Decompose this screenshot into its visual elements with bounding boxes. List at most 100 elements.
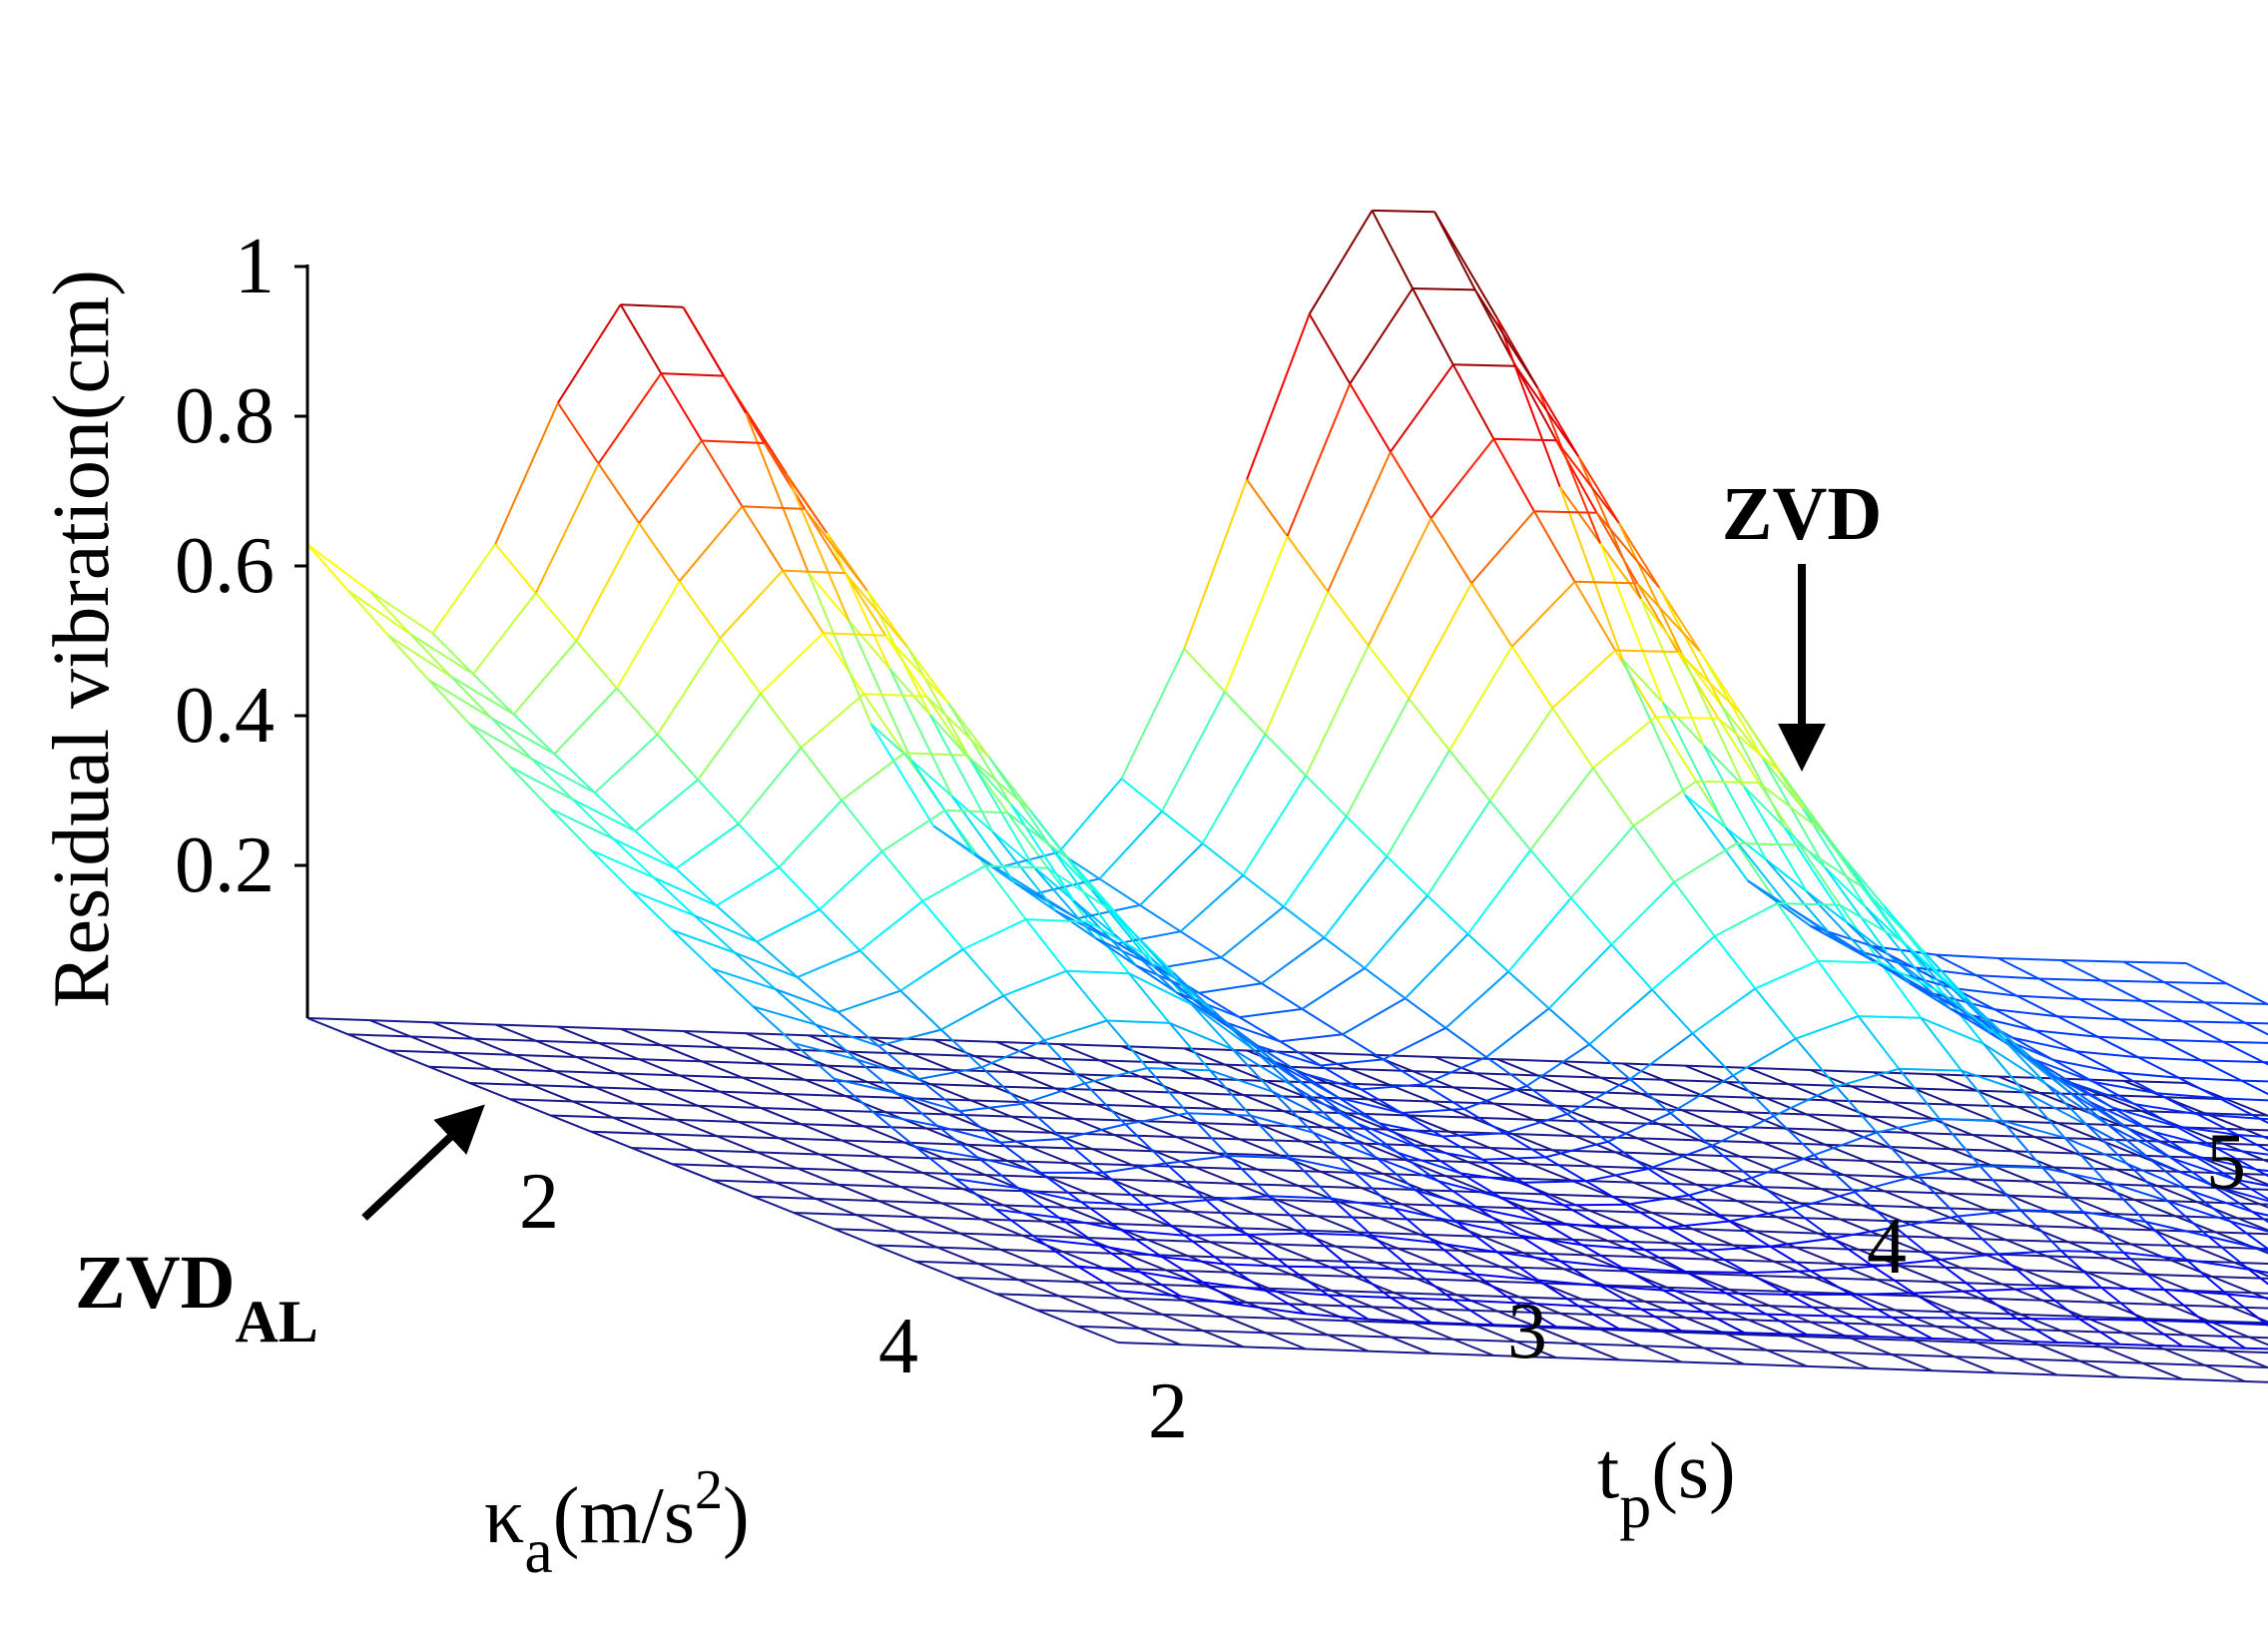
surface-mesh-line-t	[1983, 1042, 2047, 1086]
surface-mesh-line-t	[387, 634, 452, 678]
surface-mesh-line-k	[1478, 1208, 1520, 1237]
surface-mesh-line-t	[1744, 1332, 1808, 1337]
surface-mesh-line-t	[1766, 1313, 1830, 1318]
surface-mesh-line-t	[1426, 800, 1491, 896]
surface-mesh-line-k	[1180, 930, 1222, 959]
surface-mesh-line-t	[1309, 1232, 1373, 1237]
surface-mesh-line-k	[2240, 1079, 2268, 1096]
surface-mesh-line-k	[1728, 1220, 1771, 1248]
surface-mesh-line-k	[1872, 1265, 1915, 1295]
surface-mesh-line-k	[1290, 1157, 1333, 1200]
surface-mesh-line-t	[1703, 1311, 1767, 1316]
surface-mesh-line-t	[512, 640, 578, 716]
surface-mesh-line-k	[918, 1078, 960, 1112]
surface-mesh-line-t	[855, 1058, 919, 1080]
surface-mesh-line-t	[2045, 1083, 2110, 1127]
surface-mesh-line-t	[1946, 982, 2010, 1045]
surface-mesh-line-k	[631, 889, 674, 931]
surface-mesh-line-k	[1621, 659, 1664, 704]
surface-mesh-line-k	[2022, 1091, 2066, 1139]
surface-mesh-line-k	[1401, 1112, 1443, 1138]
flat-mesh-line-k	[469, 1082, 2268, 1147]
surface-mesh-line-t	[823, 632, 886, 637]
flat-mesh-line-t	[1935, 1073, 2268, 1209]
surface-mesh-line-k	[1507, 970, 1550, 1010]
surface-mesh-line-k	[921, 900, 964, 950]
surface-mesh-line-k	[1165, 1162, 1208, 1202]
surface-mesh-line-k	[936, 1125, 979, 1159]
surface-mesh-line-t	[921, 864, 986, 902]
surface-mesh-line-k	[741, 505, 784, 572]
surface-mesh-line-k	[2078, 998, 2121, 1021]
surface-mesh-line-k	[1791, 1208, 1834, 1240]
zvd-al-annotation-main: ZVD	[75, 1241, 235, 1325]
surface-mesh-line-t	[1161, 691, 1226, 813]
surface-mesh-line-k	[1080, 1201, 1123, 1232]
surface-mesh-line-k	[1979, 1165, 2021, 1211]
surface-mesh-line-k	[760, 693, 803, 749]
surface-mesh-line-t	[944, 809, 1008, 814]
surface-mesh-line-k	[1459, 1172, 1502, 1199]
surface-mesh-line-k	[2067, 1090, 2110, 1127]
surface-mesh-line-t	[738, 747, 803, 825]
surface-mesh-line-t	[1758, 782, 1823, 832]
surface-mesh-line-k	[2156, 1092, 2198, 1116]
surface-mesh-line-t	[2200, 1059, 2264, 1064]
surface-mesh-line-k	[2248, 1269, 2268, 1286]
surface-mesh-line-t	[1585, 1168, 1649, 1183]
surface-mesh-line-t	[1495, 317, 1561, 488]
surface-mesh-line-t	[1829, 1315, 1892, 1319]
surface-mesh-line-k	[2037, 977, 2080, 1000]
surface-mesh-line-k	[1854, 1191, 1897, 1229]
surface-mesh-line-k	[782, 570, 825, 634]
surface-mesh-line-t	[1228, 1155, 1292, 1160]
surface-mesh-line-k	[1662, 1289, 1705, 1314]
surface-mesh-line-k	[535, 592, 578, 642]
flat-mesh-line-k	[631, 1147, 2268, 1206]
surface-mesh-line-k	[1828, 1315, 1871, 1338]
surface-mesh-line-k	[1766, 1313, 1808, 1336]
surface-mesh-line-t	[1765, 858, 1830, 933]
surface-mesh-line-t	[1663, 1289, 1726, 1295]
y-axis-label-sup: 2	[695, 1459, 723, 1521]
surface-mesh-line-k	[1224, 691, 1267, 736]
surface-mesh-line-k	[671, 929, 714, 970]
surface-mesh-line-t	[1058, 1216, 1122, 1232]
surface-mesh-line-k	[969, 759, 1012, 806]
surface-mesh-line-k	[1357, 1122, 1399, 1154]
surface-mesh-line-t	[2060, 959, 2124, 963]
surface-mesh-line-k	[594, 792, 637, 832]
surface-mesh-line-k	[1408, 698, 1450, 752]
surface-mesh-line-t	[2237, 1134, 2268, 1139]
surface-mesh-line-t	[1391, 1297, 1453, 1302]
surface-mesh-line-t	[612, 837, 677, 870]
surface-mesh-line-t	[1640, 1308, 1704, 1314]
surface-mesh-line-t	[1783, 826, 1849, 924]
surface-mesh-line-t	[1452, 363, 1516, 367]
surface-mesh-line-k	[1050, 847, 1093, 891]
flat-mesh-line-t	[2060, 1077, 2268, 1163]
surface-mesh-line-k	[2152, 1130, 2195, 1157]
surface-mesh-line-k	[2104, 1180, 2147, 1223]
surface-mesh-line-t	[2104, 1180, 2169, 1203]
surface-mesh-line-k	[1239, 1016, 1281, 1043]
surface-mesh-line-k	[1065, 970, 1108, 1022]
surface-mesh-line-t	[2182, 1345, 2246, 1350]
surface-mesh-line-t	[1220, 905, 1285, 959]
surface-mesh-line-k	[1383, 1058, 1424, 1086]
surface-mesh-line-k	[1246, 1234, 1289, 1268]
surface-mesh-line-t	[2004, 1041, 2069, 1093]
z-tick-label-0.6: 0.6	[175, 522, 275, 610]
surface-mesh-line-k	[1473, 288, 1517, 367]
surface-mesh-line-t	[1861, 885, 1926, 954]
surface-mesh-line-t	[616, 580, 681, 690]
z-tick-label-0.2: 0.2	[175, 821, 275, 909]
surface-mesh-line-k	[2263, 1061, 2268, 1066]
flat-mesh-line-k	[1036, 1309, 2268, 1355]
surface-mesh-line-t	[763, 442, 829, 534]
surface-mesh-line-k	[977, 1157, 1019, 1190]
surface-mesh-line-t	[2108, 1124, 2172, 1160]
surface-mesh-line-k	[575, 640, 618, 690]
surface-mesh-line-t	[785, 473, 850, 622]
surface-mesh-line-k	[1448, 750, 1491, 802]
